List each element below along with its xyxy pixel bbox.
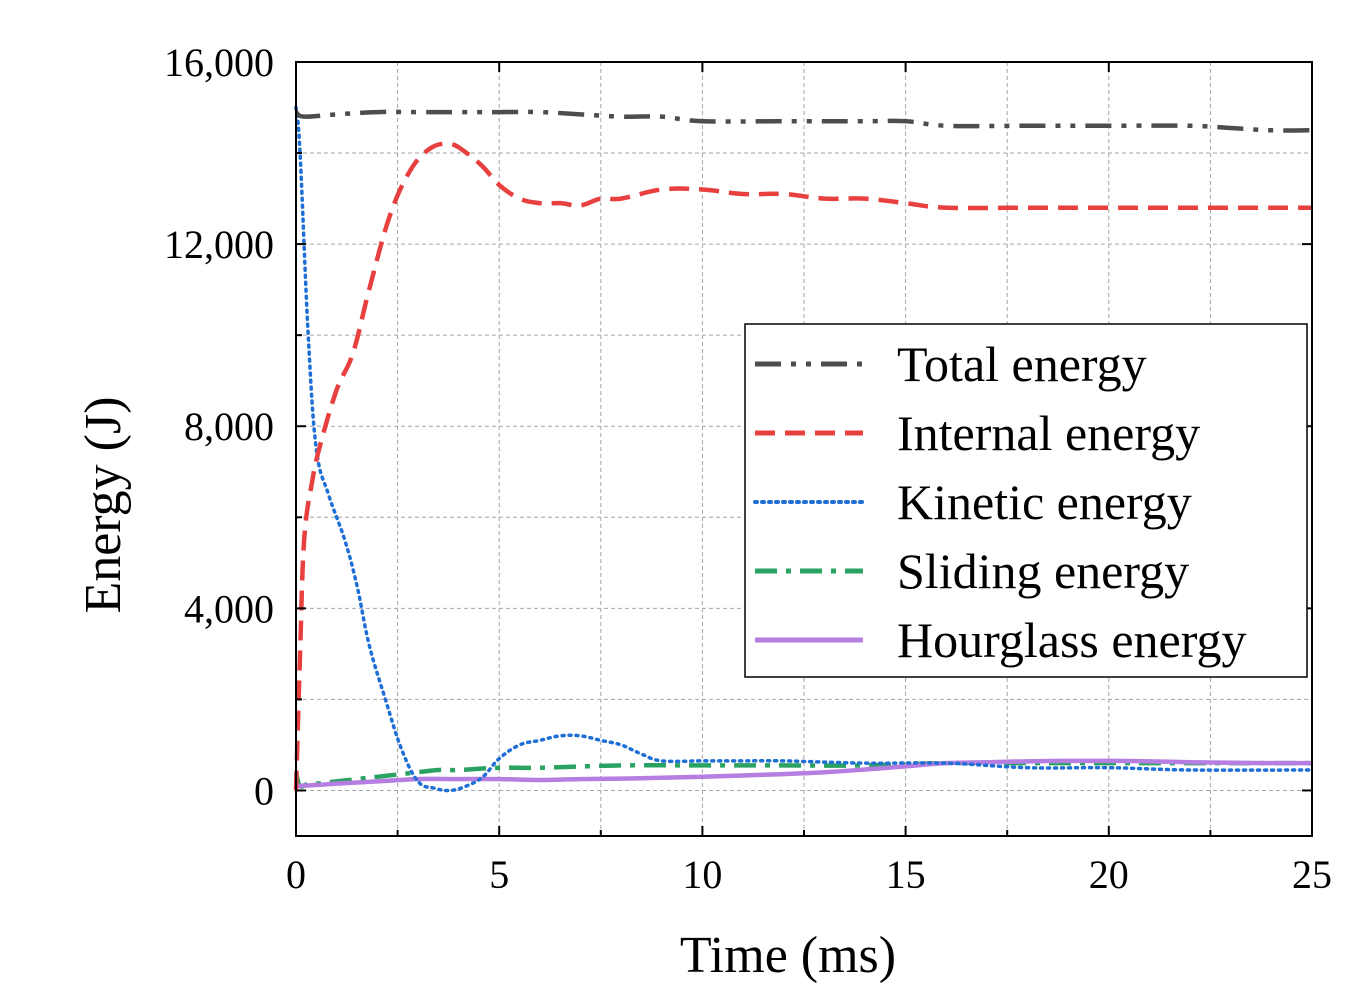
series-line-internal-energy <box>293 141 1312 791</box>
x-axis-label: Time (ms) <box>680 927 896 984</box>
y-tick-label: 4,000 <box>184 586 274 631</box>
series-lines <box>293 105 1314 793</box>
y-tick-label: 12,000 <box>164 222 274 267</box>
legend: Total energy Internal energy Kinetic energ… <box>744 323 1308 678</box>
x-tick-label: 25 <box>1292 852 1332 897</box>
y-tick-label: 16,000 <box>164 40 274 85</box>
x-tick-label: 10 <box>682 852 722 897</box>
x-tick-label: 20 <box>1089 852 1129 897</box>
legend-label-hourglass-energy: Hourglass energy <box>897 612 1247 668</box>
tick-labels: 0 5 10 15 20 25 0 4,000 8,000 12,000 16,000 <box>164 40 1332 897</box>
y-axis-label: Energy (J) <box>75 396 132 613</box>
legend-label-internal-energy: Internal energy <box>897 405 1200 461</box>
y-tick-label: 8,000 <box>184 404 274 449</box>
legend-label-sliding-energy: Sliding energy <box>897 543 1189 599</box>
series-line-total-energy <box>294 109 1313 133</box>
legend-label-total-energy: Total energy <box>897 336 1147 392</box>
legend-label-kinetic-energy: Kinetic energy <box>897 474 1192 530</box>
y-tick-label: 0 <box>254 768 274 813</box>
x-tick-label: 5 <box>489 852 509 897</box>
x-tick-label: 0 <box>286 852 306 897</box>
series-line-hourglass-energy <box>295 758 1313 789</box>
axes <box>295 61 1313 837</box>
x-tick-label: 15 <box>886 852 926 897</box>
series-line-kinetic-energy <box>294 105 1314 793</box>
